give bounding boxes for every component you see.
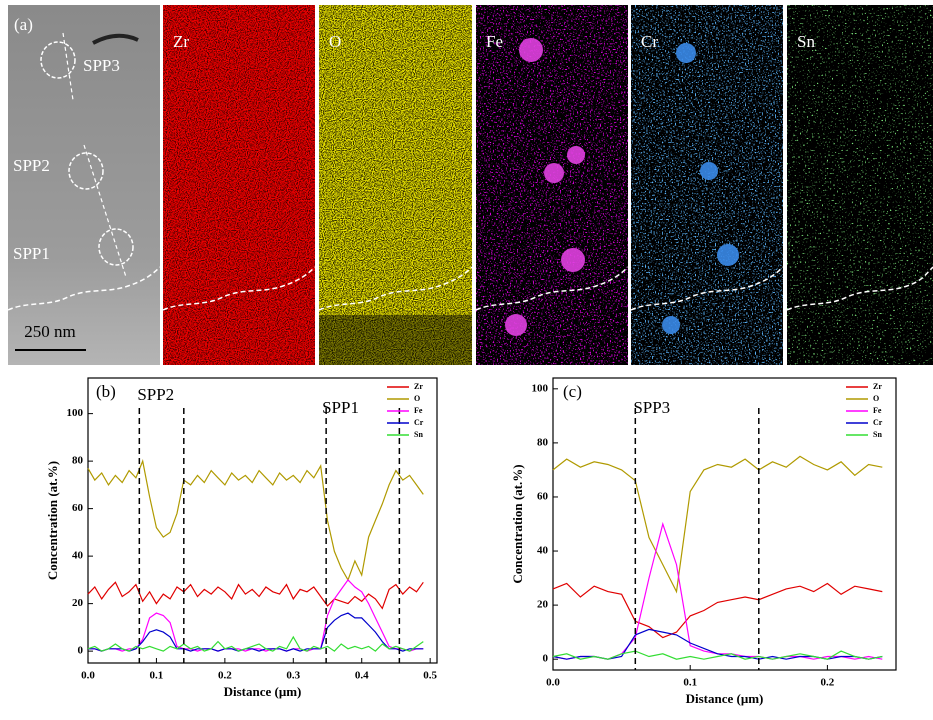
spp-label: SPP1 bbox=[13, 244, 50, 263]
interface bbox=[7, 266, 161, 311]
eds-map: O bbox=[318, 5, 473, 365]
series-line bbox=[552, 582, 883, 639]
eds-maps: (a) SPP3 SPP2 SPP1 250 nm Zr O Fe Cr Sn bbox=[7, 5, 933, 365]
annotation: SPP1 bbox=[322, 398, 359, 417]
eds-map: Fe bbox=[475, 5, 629, 365]
legend-label: Fe bbox=[873, 406, 882, 415]
y-tick-label: 100 bbox=[532, 382, 549, 394]
y-tick-label: 100 bbox=[67, 407, 84, 419]
y-tick-label: 80 bbox=[72, 455, 84, 467]
spp-label: SPP2 bbox=[13, 156, 50, 175]
interface bbox=[786, 266, 933, 311]
series-line bbox=[87, 459, 424, 582]
x-tick-label: 0.1 bbox=[683, 677, 697, 689]
scale-bar-label: 250 nm bbox=[24, 322, 75, 341]
map-signal bbox=[319, 5, 472, 365]
interface bbox=[630, 266, 784, 311]
series-line bbox=[87, 635, 424, 652]
eds-map: Zr bbox=[162, 5, 316, 365]
plot-frame bbox=[552, 377, 897, 671]
crack bbox=[92, 33, 139, 45]
y-axis-title: Concentration (at.%) bbox=[510, 464, 525, 583]
spp-circle bbox=[40, 41, 76, 79]
y-tick-label: 60 bbox=[72, 502, 84, 514]
spp-blob bbox=[676, 43, 696, 63]
spp-blob bbox=[561, 248, 585, 272]
map-signal bbox=[476, 5, 628, 365]
series-line bbox=[552, 521, 883, 660]
spp-blob bbox=[505, 314, 527, 336]
y-axis-title: Concentration (at.%) bbox=[45, 461, 60, 580]
map-label: Sn bbox=[797, 32, 815, 51]
series-line bbox=[87, 581, 424, 610]
map-label: Cr bbox=[641, 32, 658, 51]
eds-map: Cr bbox=[630, 5, 784, 365]
x-axis-title: Distance (μm) bbox=[686, 691, 764, 706]
legend-label: Cr bbox=[414, 418, 424, 427]
map-signal bbox=[631, 5, 783, 365]
legend-label: Sn bbox=[414, 430, 423, 439]
spp-blob bbox=[662, 316, 680, 334]
x-tick-label: 0.3 bbox=[286, 670, 300, 682]
y-tick-label: 20 bbox=[537, 599, 549, 611]
x-tick-label: 0.1 bbox=[150, 670, 164, 682]
map-label: Fe bbox=[486, 32, 503, 51]
x-tick-label: 0.4 bbox=[355, 670, 369, 682]
legend-label: Fe bbox=[414, 406, 423, 415]
interface bbox=[475, 266, 629, 311]
scan-line bbox=[62, 32, 127, 278]
line-chart: 0 20 40 60 80 100 0.0 0.1 0.2 0.3 0.4 0.5 SPP2 SPP1 (b… bbox=[45, 377, 438, 699]
map-label: Zr bbox=[173, 32, 189, 51]
y-tick-label: 0 bbox=[78, 645, 84, 657]
map-label: O bbox=[329, 32, 341, 51]
spp-label: SPP3 bbox=[83, 56, 120, 75]
panel-label: (c) bbox=[563, 382, 582, 401]
oxide-dark bbox=[319, 315, 472, 365]
plot-frame bbox=[87, 377, 438, 664]
interface bbox=[162, 266, 316, 311]
legend-label: Zr bbox=[414, 382, 423, 391]
x-tick-label: 0.2 bbox=[218, 670, 232, 682]
y-tick-label: 80 bbox=[537, 436, 549, 448]
panel-label: (a) bbox=[14, 15, 33, 34]
x-tick-label: 0.2 bbox=[821, 677, 835, 689]
legend-label: O bbox=[873, 394, 879, 403]
series-line bbox=[88, 578, 424, 652]
x-tick-label: 0.0 bbox=[546, 677, 560, 689]
y-tick-label: 0 bbox=[543, 653, 549, 665]
eds-map: Sn bbox=[786, 5, 933, 365]
y-tick-label: 60 bbox=[537, 490, 549, 502]
line-scans: 0 20 40 60 80 100 0.0 0.1 0.2 0.3 0.4 0.5 SPP2 SPP1 (b… bbox=[45, 377, 897, 706]
legend-label: Zr bbox=[873, 382, 882, 391]
map-signal bbox=[163, 5, 315, 365]
series-line bbox=[88, 612, 424, 652]
panel-label: (b) bbox=[96, 382, 116, 401]
legend-label: Sn bbox=[873, 430, 882, 439]
y-tick-label: 20 bbox=[72, 597, 84, 609]
spp-blob bbox=[717, 244, 739, 266]
interface bbox=[318, 266, 473, 311]
series-line bbox=[552, 628, 883, 660]
y-tick-label: 40 bbox=[72, 550, 84, 562]
y-tick-label: 40 bbox=[537, 545, 549, 557]
spp-blob bbox=[519, 38, 543, 62]
series-line bbox=[552, 455, 883, 594]
series-line bbox=[552, 650, 883, 660]
x-tick-label: 0.0 bbox=[81, 670, 95, 682]
map-signal bbox=[787, 5, 933, 365]
legend-label: Cr bbox=[873, 418, 883, 427]
spp-circle bbox=[98, 228, 134, 266]
legend-label: O bbox=[414, 394, 420, 403]
x-tick-label: 0.5 bbox=[423, 670, 437, 682]
line-chart: 0 20 40 60 80 100 0.0 0.1 0.2 SPP3 (c) Zr O Fe Cr Sn Dis… bbox=[510, 377, 897, 706]
x-axis-title: Distance (μm) bbox=[224, 684, 302, 699]
sem-panel: (a) SPP3 SPP2 SPP1 250 nm bbox=[7, 5, 161, 365]
spp-blob bbox=[544, 163, 564, 183]
spp-blob bbox=[567, 146, 585, 164]
annotation: SPP2 bbox=[137, 385, 174, 404]
annotation: SPP3 bbox=[633, 398, 670, 417]
spp-blob bbox=[700, 162, 718, 180]
